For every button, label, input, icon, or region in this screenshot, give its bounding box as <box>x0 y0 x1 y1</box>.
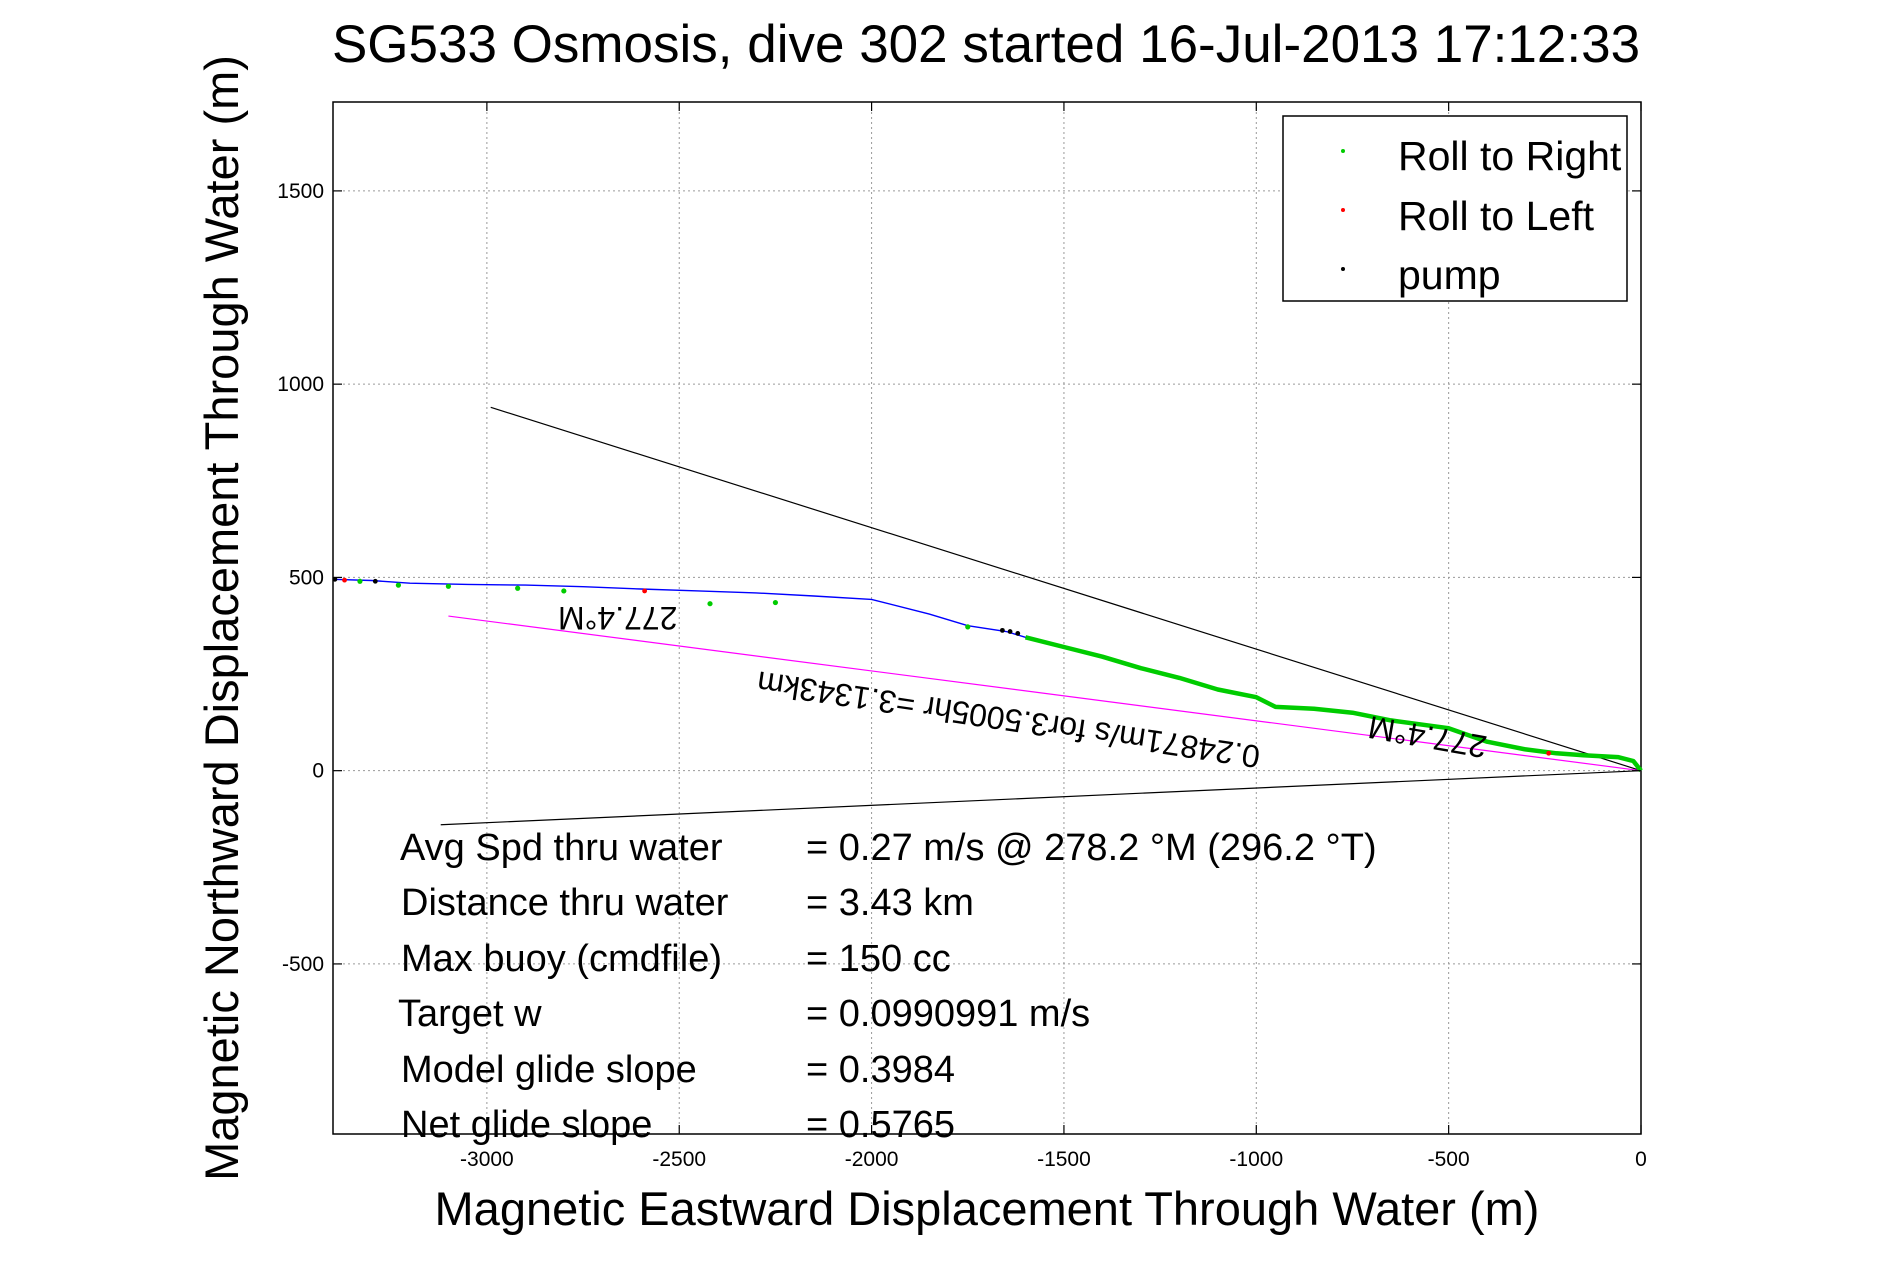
roll-left-point <box>642 588 648 594</box>
stat-label-distance: Distance thru water <box>401 882 729 924</box>
stat-label-target-w: Target w <box>398 993 542 1035</box>
roll-right-point <box>445 583 452 589</box>
series-layer <box>332 578 1643 773</box>
y-tick-label: -500 <box>282 953 324 976</box>
y-axis-label: Magnetic Northward Displacement Through … <box>195 55 248 1181</box>
roll-left-point <box>1546 750 1552 756</box>
roll-right-point <box>772 599 779 606</box>
x-axis-label: Magnetic Eastward Displacement Through W… <box>435 1182 1540 1235</box>
x-tick-label: -3000 <box>460 1148 514 1171</box>
stat-value-avg-speed: = 0.27 m/s @ 278.2 °M (296.2 °T) <box>806 827 1377 869</box>
x-tick-label: -2000 <box>845 1148 899 1171</box>
stat-label-model-glide: Model glide slope <box>401 1049 697 1091</box>
pump-point <box>1015 631 1021 636</box>
roll-right-point <box>515 585 521 591</box>
stat-value-model-glide: = 0.3984 <box>806 1049 955 1091</box>
y-tick-label: 1500 <box>277 180 324 203</box>
stat-label-net-glide: Net glide slope <box>401 1104 652 1146</box>
stats-block: Avg Spd thru water = 0.27 m/s @ 278.2 °M… <box>398 827 1377 1146</box>
y-tick-label: 500 <box>289 566 324 589</box>
stat-value-target-w: = 0.0990991 m/s <box>806 993 1090 1035</box>
roll-right-point <box>707 601 713 607</box>
roll-left-point <box>342 577 347 583</box>
stat-value-distance: = 3.43 km <box>806 882 974 924</box>
tick-layer: -3000 -2500 -2000 -1500 -1000 -500 0 -500 0 500 10… <box>277 102 1647 1171</box>
x-tick-label: -2500 <box>652 1148 706 1171</box>
legend-label-roll-right: Roll to Right <box>1398 133 1622 179</box>
roll-right-segment <box>1024 635 1643 773</box>
roll-right-point <box>965 624 971 630</box>
roll-right-point <box>561 588 567 594</box>
roll-right-point <box>357 578 363 584</box>
pump-point <box>372 578 378 584</box>
pump-point <box>332 576 338 582</box>
marker-layer <box>332 576 1552 756</box>
y-tick-label: 0 <box>312 760 324 783</box>
x-tick-label: -1000 <box>1229 1148 1283 1171</box>
rotated-annotation: 277.4°M <box>558 600 678 636</box>
pump-point <box>1007 629 1013 634</box>
stat-value-max-buoy: = 150 cc <box>806 938 951 980</box>
chart-title: SG533 Osmosis, dive 302 started 16-Jul-2… <box>332 15 1640 74</box>
x-tick-label: -1500 <box>1037 1148 1091 1171</box>
x-tick-label: -500 <box>1428 1148 1470 1171</box>
y-tick-label: 1000 <box>277 373 324 396</box>
reference-line-heading-lower <box>440 770 1642 826</box>
legend-marker-roll-left <box>1341 208 1345 212</box>
stat-label-avg-speed: Avg Spd thru water <box>400 827 723 869</box>
stat-value-net-glide: = 0.5765 <box>806 1104 955 1146</box>
legend-marker-pump <box>1341 267 1345 271</box>
reference-lines <box>440 406 1642 826</box>
legend-box <box>1282 115 1628 302</box>
legend: Roll to Right Roll to Left pump <box>1282 115 1628 302</box>
x-tick-label: 0 <box>1635 1148 1647 1171</box>
stat-label-max-buoy: Max buoy (cmdfile) <box>401 938 722 980</box>
legend-label-pump: pump <box>1398 252 1501 298</box>
roll-right-point <box>395 582 401 588</box>
reference-line-heading-upper <box>490 406 1642 772</box>
legend-label-roll-left: Roll to Left <box>1398 193 1595 239</box>
pump-point <box>999 627 1005 633</box>
reference-line-current <box>448 615 1642 772</box>
legend-marker-roll-right <box>1341 149 1345 153</box>
